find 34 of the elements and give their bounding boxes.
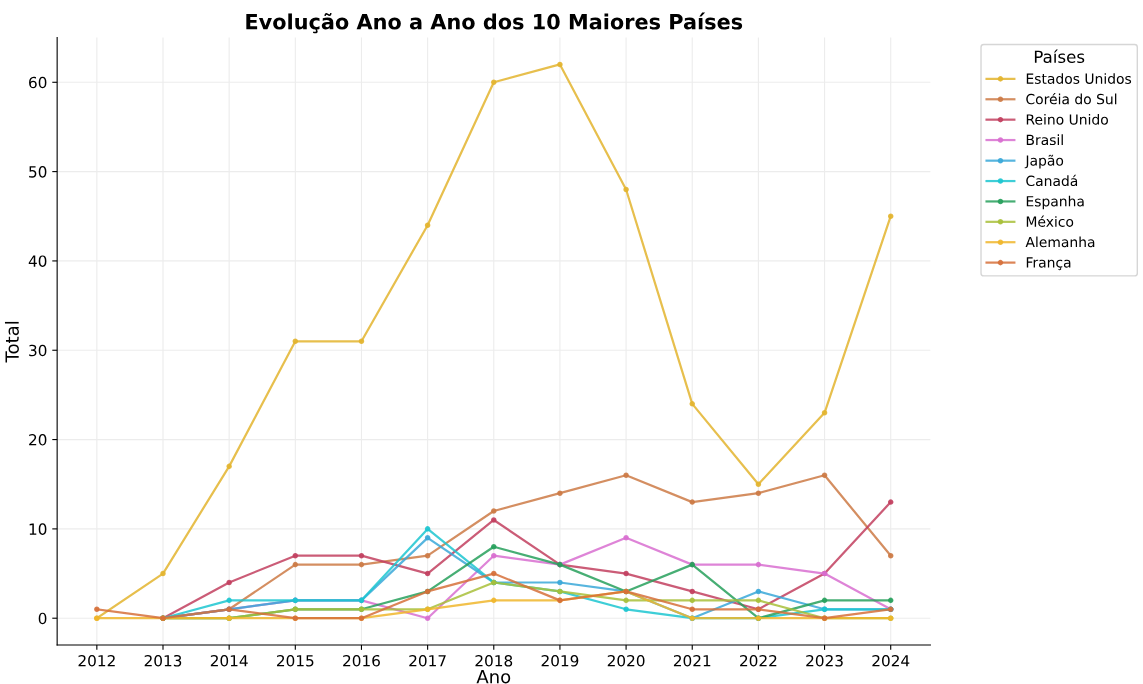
x-tick-label: 2013 <box>144 655 182 667</box>
legend-label: Estados Unidos <box>1026 73 1132 84</box>
x-tick-label: 2020 <box>607 655 645 667</box>
y-axis-title: Total <box>4 321 19 363</box>
legend-label: Espanha <box>1026 195 1084 210</box>
x-tick-label: 2012 <box>78 655 115 667</box>
legend-label: Japão <box>1024 154 1064 169</box>
legend-label: França <box>1026 257 1071 271</box>
chart-title: Evolução Ano a Ano dos 10 Maiores Países <box>246 12 743 34</box>
legend-label: Reino Unido <box>1026 113 1108 125</box>
x-tick-label: 2014 <box>210 655 248 667</box>
legend-label: Alemanha <box>1025 236 1095 248</box>
y-tick-label: 30 <box>29 344 47 357</box>
x-tick-label: 2021 <box>673 655 711 667</box>
legend-label: Brasil <box>1026 134 1063 146</box>
y-tick-label: 40 <box>28 255 47 267</box>
x-tick-label: 2023 <box>806 655 843 667</box>
y-tick-label: 0 <box>38 612 47 625</box>
x-tick-label: 2024 <box>872 655 910 667</box>
legend-label: Canadá <box>1026 174 1078 187</box>
y-tick-label: 60 <box>29 76 47 89</box>
x-tick-label: 2018 <box>475 655 513 667</box>
legend-label: Coréia do Sul <box>1026 93 1117 105</box>
y-tick-label: 10 <box>29 523 47 535</box>
x-tick-label: 2015 <box>276 655 314 667</box>
x-tick-label: 2019 <box>541 655 579 667</box>
y-tick-label: 20 <box>29 434 47 446</box>
y-tick-label: 50 <box>29 166 47 178</box>
x-tick-label: 2016 <box>343 655 380 667</box>
legend-title: Países <box>1034 49 1085 64</box>
x-tick-label: 2017 <box>409 655 446 667</box>
x-tick-label: 2022 <box>740 655 777 667</box>
legend-label: México <box>1026 215 1074 227</box>
x-axis-title: Ano <box>476 670 511 684</box>
